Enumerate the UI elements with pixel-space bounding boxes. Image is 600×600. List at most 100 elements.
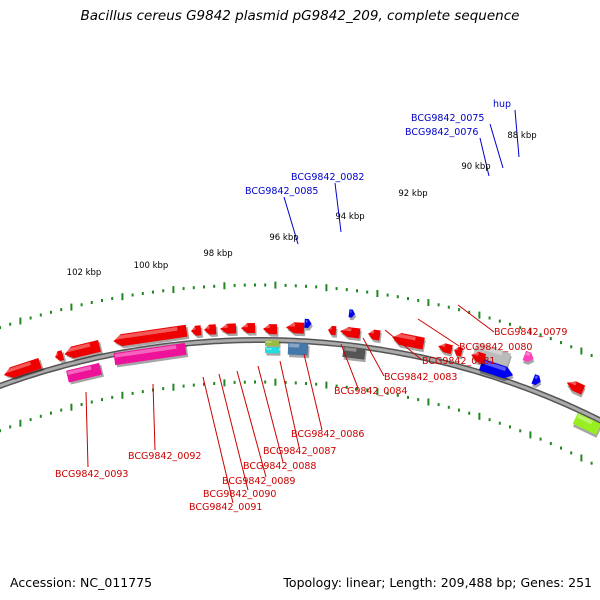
scale-tick-inner <box>590 461 593 465</box>
gene-arrow <box>522 350 535 365</box>
gene-arrow <box>55 350 67 364</box>
gene-arrow <box>204 324 218 338</box>
gene-arrow <box>531 374 542 388</box>
gene-arrow <box>113 324 190 349</box>
gene-label-bottom: BCG9842_0091 <box>189 502 262 513</box>
gene-body <box>368 329 381 341</box>
gene-body <box>286 322 305 334</box>
leader-line-bottom <box>152 383 156 451</box>
scale-tick-outer <box>447 305 450 309</box>
scale-tick-outer <box>50 310 52 314</box>
scale-tick-inner <box>519 429 522 433</box>
scale-tick-inner <box>70 403 73 411</box>
leader-line-bottom <box>257 365 284 463</box>
scale-tick-inner <box>570 451 573 455</box>
scale-label: 94 kbp <box>335 212 364 222</box>
scale-tick-outer <box>315 285 318 289</box>
gene-label-top: BCG9842_0085 <box>245 186 318 197</box>
gene-body <box>220 323 237 334</box>
scale-tick-outer <box>325 284 328 292</box>
scale-tick-outer <box>254 283 256 287</box>
gene-highlight <box>191 326 196 331</box>
leader-line-bottom <box>457 304 495 333</box>
gene-box <box>472 342 512 369</box>
gene-body <box>531 374 541 386</box>
gene-body <box>304 318 312 329</box>
gene-arrow <box>566 379 586 398</box>
gene-body <box>340 327 361 339</box>
gene-highlight <box>3 361 32 374</box>
scale-tick-inner <box>305 382 307 385</box>
gene-label-bottom: BCG9842_0090 <box>203 489 276 500</box>
gene-label-bottom: BCG9842_0083 <box>384 372 457 383</box>
scale-tick-outer <box>141 292 144 295</box>
gene-body <box>287 342 309 356</box>
scale-tick-outer <box>9 322 12 326</box>
scale-tick-outer <box>274 281 277 289</box>
leader-line-bottom <box>202 376 234 504</box>
scale-tick-outer <box>396 295 399 299</box>
gene-highlight <box>266 348 272 350</box>
scale-tick-outer <box>458 308 460 312</box>
scale-tick-inner <box>315 382 318 386</box>
scale-tick-outer <box>90 301 93 304</box>
scale-tick-inner <box>213 382 216 385</box>
gene-body <box>328 325 337 336</box>
gene-label-top: BCG9842_0076 <box>405 127 478 138</box>
scale-tick-outer <box>80 303 83 307</box>
scale-tick-outer <box>539 333 542 337</box>
scale-tick-outer <box>345 288 348 292</box>
scale-tick-outer <box>39 313 42 317</box>
scale-tick-outer <box>549 337 552 341</box>
gene-label-bottom: BCG9842_0084 <box>334 386 407 397</box>
gene-body <box>3 358 42 378</box>
scale-tick-outer <box>498 319 501 323</box>
scale-tick-inner <box>9 425 12 429</box>
gene-highlight <box>64 343 91 353</box>
scale-tick-outer <box>305 284 307 288</box>
gene-body <box>438 343 453 354</box>
scale-tick-inner <box>60 408 63 412</box>
scale-tick-inner <box>376 388 379 396</box>
scale-tick-outer <box>590 354 593 357</box>
scale-tick-outer <box>478 311 481 319</box>
scale-tick-outer <box>570 345 573 349</box>
scale-tick-inner <box>386 391 389 395</box>
scale-tick-inner <box>335 384 338 388</box>
scale-tick-outer <box>356 289 358 293</box>
gene-arrow <box>392 332 426 353</box>
scale-tick-inner <box>396 393 399 397</box>
scale-tick-inner <box>19 419 22 427</box>
scale-tick-outer <box>0 326 1 330</box>
gene-highlight <box>576 414 593 425</box>
scale-tick-inner <box>254 380 256 384</box>
gene-highlight <box>329 326 332 330</box>
scale-tick-inner <box>172 383 175 391</box>
scale-tick-inner <box>80 403 83 406</box>
gene-body <box>191 325 202 336</box>
leader-line-bottom <box>384 329 423 361</box>
backbone-line <box>0 338 600 422</box>
gene-highlight <box>455 347 459 351</box>
accession-label: Accession: <box>10 575 77 590</box>
gene-highlight <box>568 379 577 386</box>
gene-arrow <box>438 343 454 357</box>
gene-label-bottom: BCG9842_0092 <box>128 451 201 462</box>
scale-tick-outer <box>386 293 389 297</box>
scale-label: 100 kbp <box>134 261 169 271</box>
gene-arrow <box>64 340 103 361</box>
leader-line-top <box>489 123 504 169</box>
scale-label: 88 kbp <box>507 131 536 141</box>
gene-highlight <box>114 345 177 358</box>
scale-tick-outer <box>203 285 205 289</box>
scale-tick-inner <box>121 391 124 399</box>
scale-tick-inner <box>417 398 420 402</box>
gene-highlight <box>241 324 248 328</box>
scale-tick-outer <box>182 287 185 291</box>
scale-tick-outer <box>101 299 103 302</box>
gene-body <box>392 333 425 350</box>
leader-line-bottom <box>236 370 267 478</box>
leader-line-bottom <box>340 343 359 389</box>
scale-tick-inner <box>162 387 165 391</box>
scale-tick-inner <box>203 382 205 386</box>
